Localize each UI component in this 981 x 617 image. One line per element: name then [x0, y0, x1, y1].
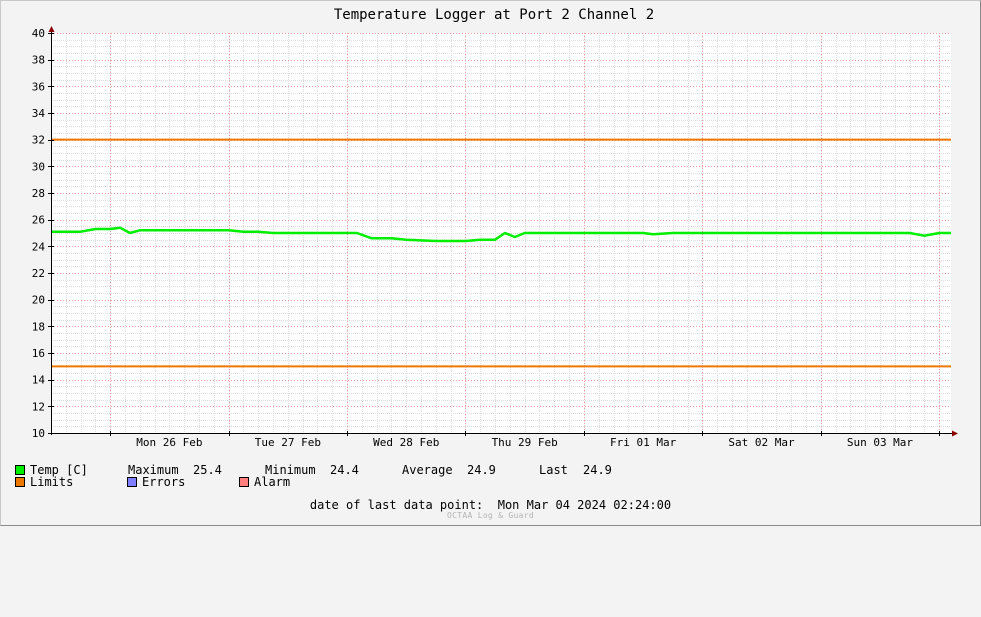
y-axis-arrow	[48, 26, 55, 32]
legend-label-errors: Errors	[142, 475, 186, 489]
last-data-point: date of last data point: Mon Mar 04 2024…	[309, 498, 672, 512]
y-tick-label: 32	[32, 134, 45, 147]
y-tick-label: 12	[32, 400, 45, 413]
stat-avg-value: 24.9	[467, 463, 496, 477]
legend-label-temp: Temp [C]	[30, 463, 88, 477]
legend-label-alarm: Alarm	[254, 475, 291, 489]
x-tick-label: Sat 02 Mar	[728, 436, 795, 449]
chart-title: Temperature Logger at Port 2 Channel 2	[334, 7, 654, 23]
stat-last-label: Last	[539, 463, 568, 477]
y-tick-label: 10	[32, 427, 45, 440]
x-tick-label: Wed 28 Feb	[373, 436, 439, 449]
temperature-chart: 10 12 14 16 18 20 22 24 26 28 30 32 34 36 38 40 Mon 26 …	[32, 7, 958, 449]
legend-swatch-temp	[15, 465, 25, 475]
legend-row-1: Temp [C] Maximum 25.4 Minimum 24.4 Avera…	[15, 463, 612, 477]
y-tick-label: 24	[32, 240, 46, 253]
y-tick-label: 40	[32, 27, 45, 40]
x-tick-label: Fri 01 Mar	[610, 436, 677, 449]
y-tick-labels: 10 12 14 16 18 20 22 24 26 28 30 32 34 36 38 40	[32, 27, 46, 440]
x-tick-label: Sun 03 Mar	[847, 436, 914, 449]
y-tick-label: 28	[32, 187, 45, 200]
x-tick-label: Tue 27 Feb	[255, 436, 321, 449]
y-tick-label: 16	[32, 347, 45, 360]
legend-label-limits: Limits	[30, 475, 74, 489]
y-tick-label: 14	[32, 374, 46, 387]
legend-swatch-alarm	[239, 477, 249, 487]
x-axis-arrow	[952, 430, 958, 437]
brand-watermark: OCTAA Log & Guard	[447, 511, 534, 520]
x-tick-label: Thu 29 Feb	[492, 436, 558, 449]
x-tick-label: Mon 26 Feb	[136, 436, 202, 449]
y-tick-label: 26	[32, 214, 45, 227]
legend-swatch-errors	[127, 477, 137, 487]
stat-min-label: Minimum	[265, 463, 316, 477]
series-line-temp	[51, 226, 951, 243]
stat-max-label: Maximum	[128, 463, 179, 477]
stat-max-value: 25.4	[193, 463, 222, 477]
stat-last-value: 24.9	[583, 463, 612, 477]
legend-swatch-limits	[15, 477, 25, 487]
limit-lines	[51, 138, 951, 368]
y-tick-label: 30	[32, 160, 45, 173]
y-tick-label: 20	[32, 294, 45, 307]
y-tick-label: 22	[32, 267, 45, 280]
y-tick-label: 36	[32, 80, 45, 93]
legend-row-2: Limits Errors Alarm	[15, 475, 290, 489]
y-tick-label: 18	[32, 320, 45, 333]
y-tick-label: 38	[32, 54, 45, 67]
series-layer	[51, 226, 951, 243]
y-tick-label: 34	[32, 107, 46, 120]
axes	[48, 26, 958, 437]
stat-min-value: 24.4	[330, 463, 359, 477]
stat-avg-label: Average	[402, 463, 453, 477]
x-tick-labels: Mon 26 Feb Tue 27 Feb Wed 28 Feb Thu 29 Feb…	[136, 436, 913, 449]
